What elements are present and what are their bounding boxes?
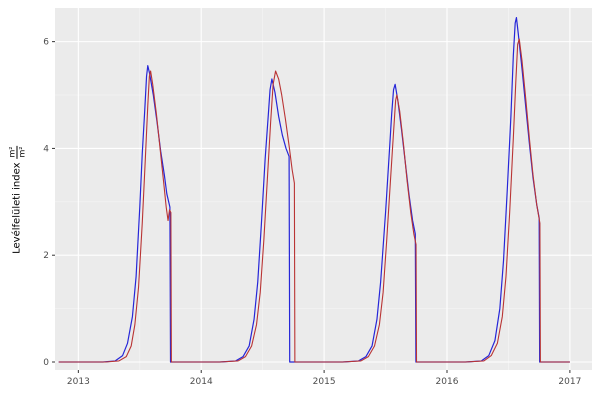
y-tick-label: 2 xyxy=(43,251,49,261)
y-tick-label: 0 xyxy=(43,358,49,368)
y-tick-label: 4 xyxy=(43,144,49,154)
x-tick-label: 2014 xyxy=(190,377,213,387)
x-tick-label: 2017 xyxy=(558,377,581,387)
y-tick-label: 6 xyxy=(43,38,49,48)
series-red-line xyxy=(58,38,570,363)
x-tick-label: 2015 xyxy=(313,377,336,387)
x-tick-label: 2013 xyxy=(67,377,90,387)
x-tick-label: 2016 xyxy=(436,377,459,387)
